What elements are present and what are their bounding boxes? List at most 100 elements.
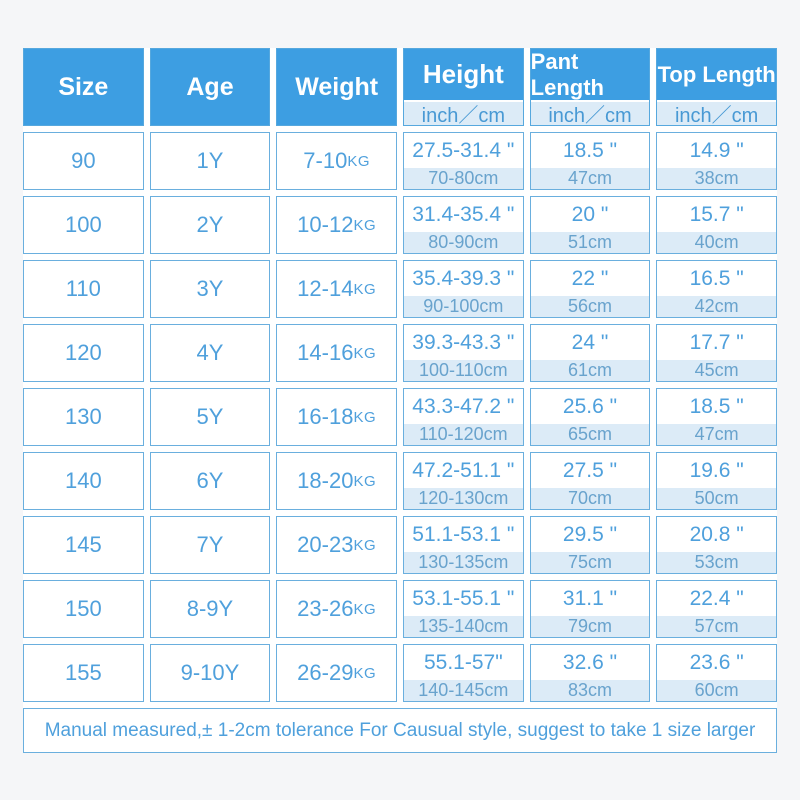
top-length-inch-value: 15.7 " bbox=[689, 202, 744, 226]
weight-cell: 18-20 KG bbox=[276, 452, 397, 510]
top-length-inch-value: 14.9 " bbox=[689, 138, 744, 162]
weight-unit: KG bbox=[353, 472, 377, 490]
pant-length-inch-value: 22 " bbox=[571, 266, 609, 290]
unit-subheader-pant-length: inch／cm bbox=[530, 100, 650, 127]
size-value: 145 bbox=[64, 532, 102, 557]
header-label-weight: Weight bbox=[295, 72, 379, 101]
age-cell: 8-9Y bbox=[149, 580, 271, 638]
weight-cell: 16-18 KG bbox=[276, 388, 397, 446]
weight-unit: KG bbox=[353, 536, 377, 554]
pant-length-inch-value: 32.6 " bbox=[562, 650, 618, 674]
weight-cell: 7-10 KG bbox=[276, 132, 397, 190]
age-value: 6Y bbox=[196, 468, 224, 493]
size-value: 110 bbox=[65, 276, 101, 301]
height-cm-value: 110-120cm bbox=[403, 424, 523, 445]
weight-value: 7-10 bbox=[303, 148, 348, 173]
weight-value: 16-18 bbox=[297, 404, 354, 429]
top-length-cm-value: 45cm bbox=[657, 360, 776, 381]
height-cell: 55.1-57" 140-145cm bbox=[402, 644, 524, 702]
unit-subheader-top-length: inch／cm bbox=[657, 100, 776, 127]
top-length-cm-value: 60cm bbox=[657, 680, 776, 701]
height-cm-value: 80-90cm bbox=[403, 232, 523, 253]
height-cm-value: 120-130cm bbox=[403, 488, 523, 509]
weight-value: 14-16 bbox=[297, 340, 354, 365]
weight-cell: 12-14 KG bbox=[276, 260, 397, 318]
size-value: 120 bbox=[64, 340, 102, 365]
age-cell: 3Y bbox=[149, 260, 271, 318]
top-length-cell: 19.6 " 50cm bbox=[656, 452, 777, 510]
height-cell: 31.4-35.4 " 80-90cm bbox=[402, 196, 524, 254]
header-label-pant-length: Pant Length bbox=[530, 49, 650, 100]
pant-length-cm-value: 56cm bbox=[530, 296, 650, 317]
age-value: 8-9Y bbox=[186, 596, 234, 621]
height-inch-value: 27.5-31.4 " bbox=[412, 138, 515, 162]
pant-length-inch-value: 27.5 " bbox=[562, 458, 618, 482]
height-inch-value: 55.1-57" bbox=[423, 650, 503, 674]
weight-unit: KG bbox=[353, 408, 377, 426]
height-cm-value: 90-100cm bbox=[403, 296, 523, 317]
top-length-cell: 20.8 " 53cm bbox=[656, 516, 777, 574]
footer-note: Manual measured,± 1-2cm tolerance For Ca… bbox=[23, 708, 777, 753]
pant-length-cm-value: 61cm bbox=[530, 360, 650, 381]
unit-subheader-height: inch／cm bbox=[403, 100, 523, 127]
size-chart-table: Size Age Weight Height inch／cm Pant Leng… bbox=[23, 48, 777, 702]
height-cell: 53.1-55.1 " 135-140cm bbox=[402, 580, 524, 638]
size-value: 140 bbox=[64, 468, 102, 493]
weight-unit: KG bbox=[353, 344, 377, 362]
size-value: 100 bbox=[64, 212, 102, 237]
top-length-cell: 17.7 " 45cm bbox=[656, 324, 777, 382]
height-cm-value: 135-140cm bbox=[403, 616, 523, 637]
height-inch-value: 31.4-35.4 " bbox=[412, 202, 515, 226]
age-cell: 7Y bbox=[149, 516, 271, 574]
size-value: 150 bbox=[64, 596, 102, 621]
footer-note-text: Manual measured,± 1-2cm tolerance For Ca… bbox=[44, 719, 756, 741]
pant-length-cell: 25.6 " 65cm bbox=[529, 388, 651, 446]
height-cm-value: 130-135cm bbox=[403, 552, 523, 573]
pant-length-cm-value: 79cm bbox=[530, 616, 650, 637]
size-cell: 110 bbox=[23, 260, 144, 318]
top-length-inch-value: 16.5 " bbox=[689, 266, 744, 290]
age-value: 7Y bbox=[196, 532, 224, 557]
age-cell: 1Y bbox=[149, 132, 271, 190]
size-cell: 145 bbox=[23, 516, 144, 574]
top-length-cell: 18.5 " 47cm bbox=[656, 388, 777, 446]
height-inch-value: 43.3-47.2 " bbox=[412, 394, 515, 418]
header-label-top-length: Top Length bbox=[657, 49, 776, 100]
age-cell: 9-10Y bbox=[149, 644, 271, 702]
age-value: 4Y bbox=[196, 340, 224, 365]
height-cell: 35.4-39.3 " 90-100cm bbox=[402, 260, 524, 318]
top-length-cm-value: 53cm bbox=[657, 552, 776, 573]
weight-unit: KG bbox=[353, 664, 377, 682]
pant-length-inch-value: 31.1 " bbox=[562, 586, 618, 610]
weight-unit: KG bbox=[347, 152, 371, 170]
weight-unit: KG bbox=[353, 600, 377, 618]
pant-length-cm-value: 51cm bbox=[530, 232, 650, 253]
weight-cell: 14-16 KG bbox=[276, 324, 397, 382]
size-cell: 130 bbox=[23, 388, 144, 446]
top-length-cm-value: 50cm bbox=[657, 488, 776, 509]
size-cell: 90 bbox=[23, 132, 144, 190]
size-cell: 120 bbox=[23, 324, 144, 382]
age-cell: 2Y bbox=[149, 196, 271, 254]
header-cell-size: Size bbox=[23, 48, 144, 126]
size-value: 130 bbox=[64, 404, 102, 429]
weight-cell: 10-12 KG bbox=[276, 196, 397, 254]
weight-value: 20-23 bbox=[297, 532, 354, 557]
pant-length-cell: 18.5 " 47cm bbox=[529, 132, 651, 190]
weight-unit: KG bbox=[353, 216, 377, 234]
height-cm-value: 100-110cm bbox=[403, 360, 523, 381]
top-length-inch-value: 18.5 " bbox=[689, 394, 744, 418]
age-cell: 6Y bbox=[149, 452, 271, 510]
weight-value: 26-29 bbox=[297, 660, 354, 685]
height-inch-value: 51.1-53.1 " bbox=[412, 522, 515, 546]
age-cell: 4Y bbox=[149, 324, 271, 382]
size-cell: 155 bbox=[23, 644, 144, 702]
top-length-cm-value: 47cm bbox=[657, 424, 776, 445]
height-inch-value: 39.3-43.3 " bbox=[412, 330, 515, 354]
height-cm-value: 140-145cm bbox=[403, 680, 523, 701]
weight-cell: 23-26 KG bbox=[276, 580, 397, 638]
age-value: 2Y bbox=[196, 212, 224, 237]
top-length-cm-value: 38cm bbox=[657, 168, 776, 189]
size-value: 155 bbox=[64, 660, 102, 685]
header-label-height: Height bbox=[403, 49, 523, 100]
